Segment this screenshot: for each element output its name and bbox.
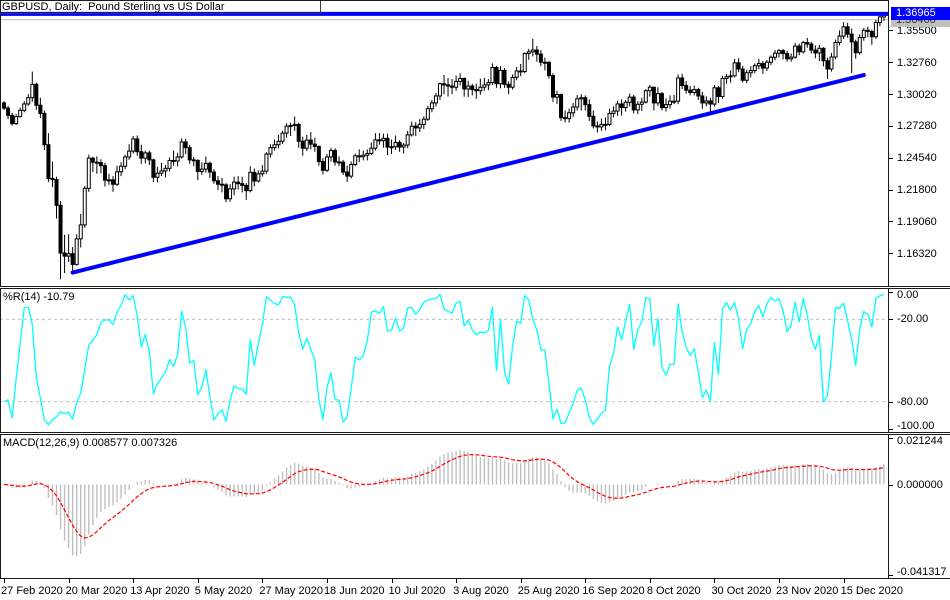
- trendline[interactable]: [70, 73, 866, 275]
- time-tick-mark: [4, 579, 6, 583]
- time-tick-label: 27 Feb 2020: [1, 585, 63, 597]
- price-tick-label: 1.32760: [897, 56, 937, 69]
- macd-panel[interactable]: MACD(12,26,9) 0.008577 0.007326: [0, 435, 888, 578]
- price-tick-label: 1.30020: [897, 88, 937, 101]
- price-tick-mark: [889, 125, 893, 127]
- time-tick-mark: [391, 579, 393, 583]
- time-tick-mark: [262, 579, 264, 583]
- candles-group: [2, 12, 886, 280]
- wpr-tick-mark: [889, 319, 893, 321]
- time-tick-label: 8 Oct 2020: [646, 585, 701, 597]
- macd-tick-mark: [889, 438, 893, 439]
- time-axis[interactable]: 27 Feb 2020 20 Mar 2020 13 Apr 2020 5 May 2…: [0, 579, 950, 600]
- price-tick-label: 1.19060: [897, 215, 937, 228]
- macd-signal-line: [4, 453, 885, 539]
- time-tick-mark: [779, 579, 781, 583]
- wpr-axis[interactable]: 0.00 -20.00 -80.00 -100.00: [888, 289, 950, 432]
- macd-tick-label: 0.000000: [897, 478, 943, 491]
- time-tick-label: 5 May 2020: [194, 585, 253, 597]
- time-tick-mark: [133, 579, 135, 583]
- price-tick-mark: [889, 94, 893, 96]
- price-tick-mark: [889, 30, 893, 32]
- wpr-tick-label: -20.00: [897, 313, 929, 326]
- time-tick-label: 3 Aug 2020: [453, 585, 509, 597]
- macd-tick-label: -0.041317: [897, 566, 947, 578]
- chart-frame-top: [0, 0, 950, 1]
- time-tick-mark: [326, 579, 328, 583]
- macd-tick-label: 0.021244: [897, 435, 943, 447]
- time-tick-mark: [456, 579, 458, 583]
- time-tick-mark: [520, 579, 522, 583]
- time-tick-mark: [649, 579, 651, 583]
- time-tick-mark: [843, 579, 845, 583]
- wpr-line: [3, 293, 885, 426]
- price-tick-label: 1.16320: [897, 247, 937, 260]
- price-tick-mark: [889, 157, 893, 159]
- time-tick-label: 10 Jul 2020: [388, 585, 446, 597]
- panel-separator-macd[interactable]: [0, 432, 950, 435]
- wpr-tick-label: -80.00: [897, 395, 929, 408]
- time-tick-mark: [197, 579, 199, 583]
- current-price-badge: 1.36965: [891, 6, 950, 20]
- macd-label: MACD(12,26,9) 0.008577 0.007326: [3, 437, 178, 449]
- price-tick-label: 1.24540: [897, 152, 937, 165]
- time-tick-label: 18 Jun 2020: [323, 585, 385, 597]
- price-tick-label: 1.35500: [897, 24, 937, 37]
- time-tick-label: 13 Apr 2020: [130, 585, 190, 597]
- price-tick-mark: [889, 62, 893, 64]
- macd-tick-mark: [889, 484, 893, 486]
- time-tick-label: 25 Aug 2020: [517, 585, 580, 597]
- main-chart-panel[interactable]: [0, 0, 888, 286]
- time-tick-mark: [585, 579, 587, 583]
- time-axis-separator: [0, 578, 950, 579]
- wpr-tick-label: -100.00: [897, 420, 935, 432]
- macd-tick-mark: [889, 575, 893, 576]
- time-tick-mark: [68, 579, 70, 583]
- price-axis[interactable]: 1.36460 1.36965 1.355001.327601.300201.2…: [888, 0, 950, 286]
- time-tick-label: 20 Mar 2020: [65, 585, 128, 597]
- wpr-tick-label: 0.00: [897, 289, 919, 301]
- macd-histogram: [7, 450, 885, 557]
- macd-axis[interactable]: 0.021244 0.000000 -0.041317: [888, 435, 950, 578]
- wpr-tick-mark: [889, 401, 893, 403]
- wpr-tick-mark: [889, 292, 893, 293]
- wpr-label: %R(14) -10.79: [3, 291, 75, 303]
- chart-title: GBPUSD, Daily: Pound Sterling vs US Doll…: [0, 1, 321, 14]
- price-tick-mark: [889, 189, 893, 191]
- chart-frame-left: [0, 0, 1, 578]
- price-tick-mark: [889, 221, 893, 223]
- time-tick-label: 16 Sep 2020: [582, 585, 645, 597]
- wpr-panel[interactable]: %R(14) -10.79: [0, 289, 888, 432]
- panel-separator-wpr[interactable]: [0, 286, 950, 289]
- time-tick-label: 27 May 2020: [259, 585, 323, 597]
- time-tick-label: 23 Nov 2020: [776, 585, 839, 597]
- price-tick-mark: [889, 253, 893, 255]
- wpr-tick-mark: [889, 429, 893, 430]
- time-tick-mark: [714, 579, 716, 583]
- time-tick-label: 30 Oct 2020: [711, 585, 772, 597]
- price-tick-label: 1.21800: [897, 184, 937, 197]
- price-tick-label: 1.27280: [897, 120, 937, 133]
- time-tick-label: 15 Dec 2020: [840, 585, 903, 597]
